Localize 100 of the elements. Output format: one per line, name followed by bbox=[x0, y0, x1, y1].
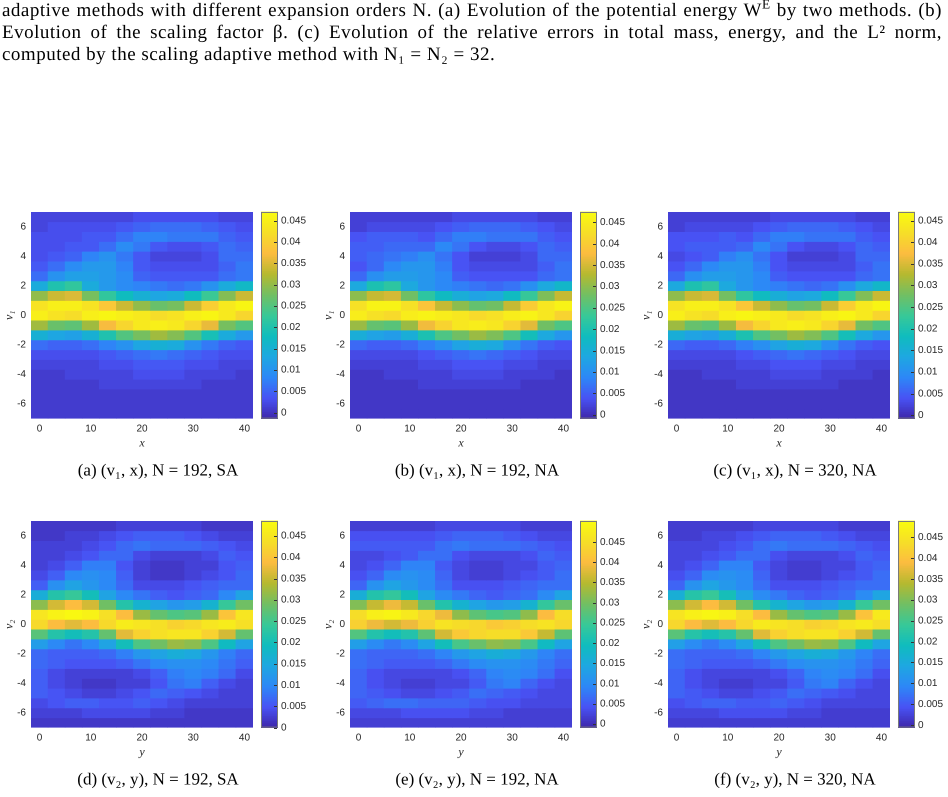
color-bar-label: 0.045 bbox=[281, 215, 306, 226]
color-bar-label: 0.01 bbox=[281, 680, 301, 691]
x-tick-label: 40 bbox=[558, 732, 570, 744]
color-bar-label: 0.015 bbox=[918, 345, 944, 356]
color-bar-label: 0 bbox=[600, 410, 606, 420]
color-bar-label: 0.025 bbox=[918, 616, 944, 626]
color-bar-label: 0.02 bbox=[281, 637, 301, 648]
x-tick-label: 20 bbox=[773, 423, 785, 434]
color-bar-label: 0.015 bbox=[600, 345, 626, 356]
color-bar-label: 0 bbox=[281, 407, 287, 418]
color-bar-label: 0.025 bbox=[281, 616, 306, 627]
text: (b) (v₁, x), N = 192, NA bbox=[394, 460, 560, 480]
color-bar-label: 0.02 bbox=[281, 322, 301, 333]
y-tick-label: 0 bbox=[657, 310, 664, 322]
x-tick-label: 30 bbox=[506, 423, 518, 434]
color-bar-label: 0.035 bbox=[600, 260, 626, 271]
y-axis-title: v₂ bbox=[638, 620, 652, 630]
color-bar-label: 0.005 bbox=[281, 701, 306, 712]
color-bar-label: 0.015 bbox=[918, 657, 944, 668]
y-axis-title: v₁ bbox=[1, 310, 16, 320]
y-tick-label: -2 bbox=[336, 340, 346, 351]
color-bar-label: 0.02 bbox=[918, 636, 938, 648]
color-bar-label: 0.02 bbox=[600, 638, 620, 649]
y-tick-label: -2 bbox=[17, 648, 26, 660]
text: (a) (v₁, x), N = 192, SA bbox=[78, 460, 239, 480]
x-tick-label: 0 bbox=[674, 732, 680, 744]
x-tick-label: 40 bbox=[876, 732, 888, 744]
text: (f) (v₂, y), N = 320, NA bbox=[714, 769, 876, 788]
y-tick-label: 4 bbox=[339, 251, 346, 262]
text: adaptive methods with different expansion orders N. (a) Evolution of the potential energy W$^{E}$ by two methods. (b) Evolution of the scaling factor β. (c) Evolution of the relative errors in total mass, energy, and the L² norm, computed by the scaling adaptive method with N₁ = N₂ = 32. bbox=[2, 0, 942, 66]
color-bar-label: 0.01 bbox=[600, 678, 620, 690]
color-bar-label: 0.025 bbox=[600, 618, 626, 629]
x-tick-label: 40 bbox=[876, 423, 888, 434]
x-tick-label: 30 bbox=[824, 732, 836, 744]
y-tick-label: -2 bbox=[654, 648, 664, 660]
y-tick-label: -6 bbox=[336, 708, 346, 719]
x-tick-label: 10 bbox=[722, 423, 734, 434]
y-tick-label: -6 bbox=[336, 398, 346, 410]
color-bar-label: 0.03 bbox=[918, 594, 938, 606]
y-tick-label: 0 bbox=[339, 310, 346, 322]
color-bar-label: 0.035 bbox=[600, 577, 626, 588]
y-tick-label: 2 bbox=[657, 590, 664, 601]
x-tick-label: 10 bbox=[85, 732, 97, 744]
color-bar-label: 0 bbox=[918, 720, 924, 731]
color-bar-label: 0.01 bbox=[600, 366, 620, 378]
color-bar-label: 0.005 bbox=[918, 698, 944, 710]
y-tick-label: 0 bbox=[20, 310, 26, 322]
y-tick-label: 6 bbox=[20, 222, 26, 233]
color-bar-label: 0.04 bbox=[918, 237, 938, 248]
color-bar-label: 0 bbox=[600, 718, 606, 730]
x-tick-label: 30 bbox=[188, 732, 200, 744]
y-tick-label: -6 bbox=[654, 398, 664, 410]
x-tick-label: 20 bbox=[455, 732, 467, 744]
x-tick-label: 20 bbox=[455, 423, 467, 434]
x-tick-label: 0 bbox=[36, 423, 43, 434]
color-bar-label: 0.045 bbox=[600, 217, 626, 228]
x-tick-label: 30 bbox=[506, 732, 518, 744]
y-axis-title: v₂ bbox=[1, 620, 16, 630]
y-tick-label: 2 bbox=[339, 590, 346, 601]
x-tick-label: 40 bbox=[238, 732, 250, 744]
y-tick-label: 4 bbox=[20, 560, 26, 572]
color-bar-label: 0.045 bbox=[918, 532, 944, 544]
text: (e) (v₂, y), N = 192, NA bbox=[395, 769, 560, 788]
y-tick-label: -6 bbox=[17, 398, 26, 410]
y-tick-label: -6 bbox=[654, 708, 664, 719]
color-bar-label: 0.01 bbox=[918, 366, 938, 378]
y-tick-label: -4 bbox=[17, 678, 26, 690]
x-axis-title: x bbox=[775, 436, 782, 450]
y-tick-label: 2 bbox=[20, 280, 26, 292]
x-tick-label: 10 bbox=[404, 732, 416, 744]
y-tick-label: 6 bbox=[657, 222, 664, 233]
y-tick-label: -2 bbox=[654, 340, 664, 351]
color-bar-label: 0.005 bbox=[600, 698, 626, 710]
x-tick-label: 10 bbox=[85, 423, 97, 434]
y-tick-label: 4 bbox=[20, 251, 26, 262]
y-tick-label: 6 bbox=[20, 530, 26, 542]
color-bar-label: 0.04 bbox=[918, 552, 938, 564]
y-tick-label: -2 bbox=[17, 340, 26, 351]
y-tick-label: 6 bbox=[657, 530, 664, 542]
color-bar-label: 0.01 bbox=[918, 678, 938, 690]
color-bar-label: 0.03 bbox=[281, 594, 301, 606]
x-axis-title: x bbox=[138, 436, 146, 450]
color-bar-label: 0.01 bbox=[281, 364, 301, 376]
color-bar-label: 0.005 bbox=[600, 388, 626, 400]
color-bar-label: 0 bbox=[918, 410, 924, 421]
color-bar-label: 0.035 bbox=[918, 574, 944, 585]
x-tick-label: 10 bbox=[404, 423, 416, 434]
color-bar-label: 0.02 bbox=[918, 323, 938, 334]
x-axis-title: y bbox=[775, 744, 782, 759]
x-tick-label: 0 bbox=[674, 423, 680, 434]
y-tick-label: 2 bbox=[20, 590, 26, 601]
color-bar-label: 0.045 bbox=[600, 536, 626, 548]
y-tick-label: 4 bbox=[339, 560, 346, 572]
color-bar-label: 0.04 bbox=[600, 238, 620, 250]
color-bar-label: 0.04 bbox=[281, 552, 301, 563]
color-bar-label: 0.035 bbox=[918, 258, 944, 270]
text: (d) (v₂, y), N = 192, SA bbox=[77, 769, 240, 788]
x-axis-title: x bbox=[457, 436, 464, 450]
y-tick-label: -4 bbox=[336, 369, 346, 380]
y-axis-title: v₁ bbox=[638, 310, 652, 320]
